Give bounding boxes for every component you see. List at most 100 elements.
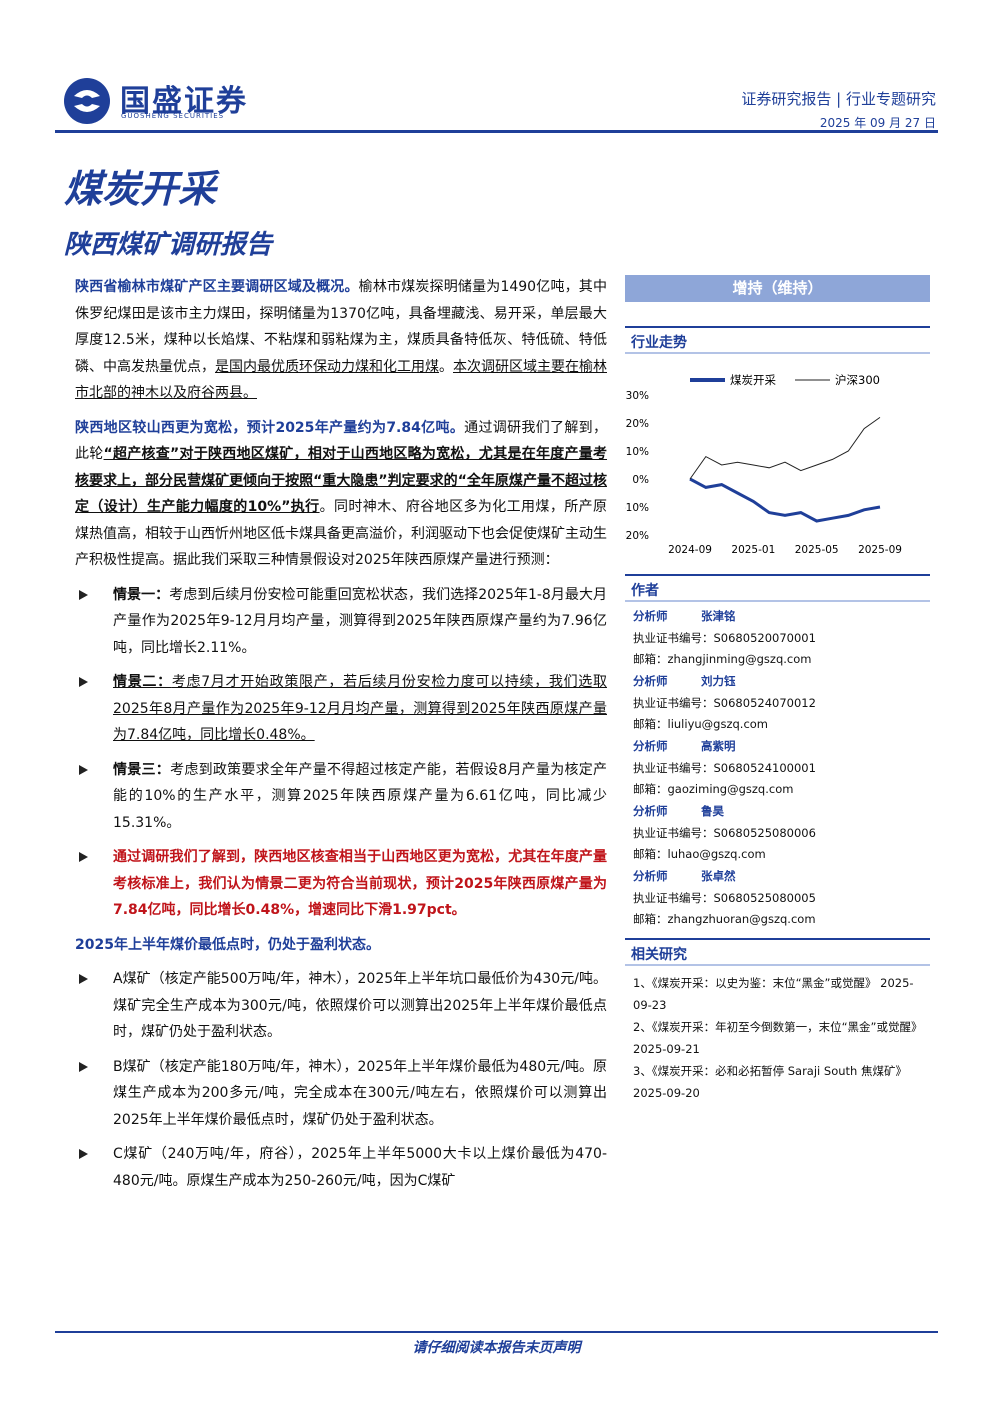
author-email: 邮箱：liuliyu@gszq.com (633, 714, 933, 736)
text-run: 陕西省榆林市煤矿产区主要调研区域及概况。 (75, 279, 359, 295)
related-item: 3、《煤炭开采：必和必拓暂停 Saraji South 焦煤矿》 2025-09… (633, 1064, 907, 1100)
author-role: 分析师 (633, 609, 668, 623)
series-line (689, 416, 881, 480)
author-cert: 执业证书编号：S0680520070001 (633, 628, 933, 650)
y-tick-label: 30% (626, 390, 649, 402)
text-run: 。 (439, 358, 453, 375)
text-run: 考虑到后续月份安检可能重回宽松状态，我们选择2025年1-8月最大月产量作为20… (113, 586, 607, 656)
paragraph: 陕西省榆林市煤矿产区主要调研区域及概况。榆林市煤炭探明储量为1490亿吨，其中侏… (75, 274, 607, 407)
text-run: B煤矿（核定产能180万吨/年，神木），2025年上半年煤价最低为480元/吨。… (113, 1058, 607, 1128)
y-tick-label: 10% (626, 446, 649, 458)
author: 分析师 鲁昊 执业证书编号：S0680525080006 邮箱：luhao@gszq.… (633, 801, 933, 866)
chart: 30% 20% 10% 0% -10% -20% 2024-09 2025-01 2025-05… (625, 373, 902, 556)
author-cert: 执业证书编号：S0680525080005 (633, 888, 933, 910)
author-email: 邮箱：luhao@gszq.com (633, 844, 933, 866)
series-line (689, 477, 881, 523)
author-email: 邮箱：gaoziming@gszq.com (633, 779, 933, 801)
footer: 请仔细阅读本报告末页声明 (412, 1340, 581, 1356)
paragraph: 2025年上半年煤价最低点时，仍处于盈利状态。 (75, 932, 607, 959)
section-heading: 作者 (625, 574, 930, 602)
related-item: 1、《煤炭开采：以史为鉴：末位“黑金”或觉醒》 2025-09-23 (633, 976, 914, 1012)
text-run: 情景二： (113, 674, 172, 690)
footer-rule (55, 1331, 938, 1333)
y-tick-label: 20% (626, 418, 649, 430)
y-tick-label: 0% (632, 474, 649, 486)
author-line: 分析师 张津铭 (633, 606, 933, 628)
section-heading: 相关研究 (625, 938, 930, 966)
text-run: 情景一： (113, 586, 170, 603)
email: luhao@gszq.com (667, 847, 766, 861)
text-run: 2025年上半年煤价最低点时，仍处于盈利状态。 (75, 936, 380, 953)
y-tick-label: -10% (625, 502, 649, 514)
author-role: 分析师 (633, 674, 668, 688)
text-run: 通过调研我们了解到，陕西地区核查相当于山西地区更为宽松，尤其在年度产量考核标准上… (113, 849, 607, 918)
author-name: 张卓然 (701, 869, 736, 883)
bullet-arrow (79, 852, 88, 862)
cert-label: 执业证书编号： (633, 695, 714, 710)
text-run: “超产核查”对于陕西地区煤矿，相对于山西地区略为宽松，尤其是在年度产量考核要求上… (75, 446, 608, 515)
author-line: 分析师 刘力钰 (633, 671, 933, 693)
email: liuliyu@gszq.com (667, 717, 769, 731)
bullet-paragraph: A煤矿（核定产能500万吨/年，神木），2025年上半年坑口最低价为430元/吨… (75, 966, 607, 1046)
author-role: 分析师 (633, 869, 668, 883)
report-type: 证券研究报告 | 行业专题研究 (741, 88, 936, 109)
related-item: 2、《煤炭开采：年初至今倒数第一，末位“黑金”或觉醒》 2025-09-21 (633, 1020, 923, 1056)
author-line: 分析师 鲁昊 (633, 801, 933, 823)
report-type-text: 证券研究报告 (741, 90, 832, 108)
bullet-arrow (79, 589, 88, 600)
cert-label: 执业证书编号： (633, 890, 714, 905)
author-line: 分析师 高紫明 (633, 736, 933, 758)
author: 分析师 张津铭 执业证书编号：S0680520070001 邮箱：zhangjinmi… (633, 606, 933, 671)
email: zhangjinming@gszq.com (667, 652, 812, 666)
email-label: 邮箱： (633, 782, 668, 796)
author: 分析师 张卓然 执业证书编号：S0680525080005 邮箱：zhangzhuor… (633, 866, 933, 931)
text-run: C煤矿（240万吨/年，府谷），2025年上半年5000大卡以上煤价最低为470… (113, 1146, 607, 1189)
bullet-arrow (79, 764, 88, 775)
bullet-paragraph: B煤矿（核定产能180万吨/年，神木），2025年上半年煤价最低为480元/吨。… (75, 1054, 607, 1134)
email-label: 邮箱： (633, 717, 668, 731)
title: 煤炭开采 (64, 167, 217, 211)
legend-label: 煤炭开采 (730, 373, 776, 387)
cert: S0680525080005 (713, 890, 816, 905)
author-cert: 执业证书编号：S0680524100001 (633, 758, 933, 780)
header-rule (55, 130, 938, 133)
cert-label: 执业证书编号： (633, 825, 714, 840)
text-run: 榆林市煤炭探明储量为1490亿吨，其中侏罗纪煤田是该市主力煤田，探明储量为137… (75, 279, 607, 375)
cert: S0680525080006 (713, 825, 816, 840)
bullet-paragraph: 情景二：考虑7月才开始政策限产，若后续月份安检力度可以持续，我们选取2025年8… (75, 669, 607, 749)
author-cert: 执业证书编号：S0680525080006 (633, 823, 933, 845)
cert-label: 执业证书编号： (633, 630, 714, 645)
text-run: 考虑到政策要求全年产量不得超过核定产能，若假设8月产量为核定产能的10%的生产水… (113, 761, 608, 831)
text-run: 情景三： (113, 761, 171, 778)
email-label: 邮箱： (633, 912, 668, 926)
text-run: A煤矿（核定产能500万吨/年，神木），2025年上半年坑口最低价为430元/吨… (113, 971, 607, 1040)
author-cert: 执业证书编号：S0680524070012 (633, 693, 933, 715)
bullet-arrow (79, 677, 88, 687)
brand-en: GUOSHENG SECURITIES (121, 112, 225, 120)
cert: S0680524070012 (713, 695, 816, 710)
x-tick-label: 2025-01 (731, 544, 775, 556)
author-name: 刘力钰 (701, 674, 736, 688)
date: 2025 年 09 月 27 日 (819, 116, 936, 130)
author-name: 张津铭 (701, 609, 736, 623)
bullet-arrow (79, 974, 88, 984)
text-run: 。同时神木、府谷地区多为化工用煤，所产原煤热值高，相较于山西忻州地区低卡煤具备更… (75, 499, 607, 568)
text-run: 通过调研我们了解到，此轮 (75, 419, 607, 463)
bullet-arrow (79, 1061, 88, 1072)
section-heading: 行业走势 (625, 326, 930, 354)
logo-icon (64, 78, 110, 124)
bullet-paragraph: C煤矿（240万吨/年，府谷），2025年上半年5000大卡以上煤价最低为470… (75, 1141, 607, 1194)
text-run: 考虑7月才开始政策限产，若后续月份安检力度可以持续，我们选取2025年8月产量作… (113, 674, 608, 743)
rating: 增持（维持） (625, 275, 930, 302)
text-run: 陕西地区较山西更为宽松，预计2025年产量约为7.84亿吨。 (75, 419, 465, 436)
author-name: 鲁昊 (701, 804, 724, 818)
separator: | (836, 90, 842, 108)
text-run: 本次调研区域主要在榆林市北部的神木以及府谷两县。 (75, 358, 607, 402)
author-line: 分析师 张卓然 (633, 866, 933, 888)
cert: S0680524100001 (713, 760, 816, 775)
report-kind: 行业专题研究 (845, 90, 936, 108)
author-role: 分析师 (633, 739, 668, 753)
body: 陕西省榆林市煤矿产区主要调研区域及概况。榆林市煤炭探明储量为1490亿吨，其中侏… (75, 274, 607, 1202)
text-run: 是国内最优质环保动力煤和化工用煤 (215, 358, 439, 375)
